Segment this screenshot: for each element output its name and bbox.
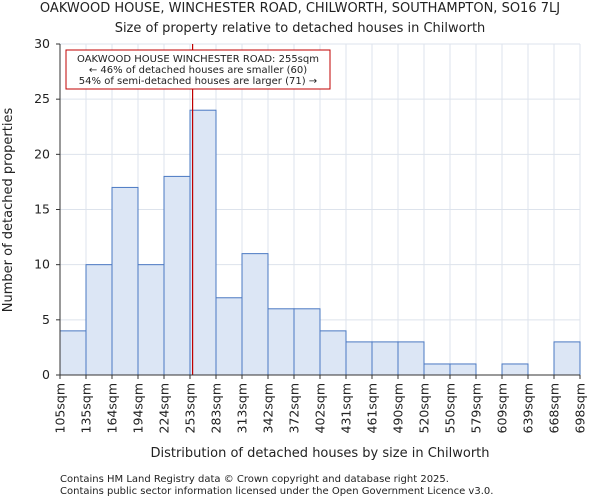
x-tick-label-253sqm: 253sqm [183, 383, 198, 433]
bar-461sqm [371, 341, 399, 376]
annotation-box: OAKWOOD HOUSE WINCHESTER ROAD: 255sqm ← … [65, 49, 331, 90]
x-tick-label-668sqm: 668sqm [547, 383, 562, 433]
bar-164sqm [111, 186, 139, 376]
bar-372sqm [293, 308, 321, 376]
bar-224sqm [163, 175, 191, 376]
x-axis-ticks: 105sqm 135sqm 164sqm 194sqm 224sqm 253sqm 283s… [53, 375, 588, 433]
x-tick-label-313sqm: 313sqm [235, 383, 250, 433]
x-axis-label: Distribution of detached houses by size … [150, 446, 489, 461]
x-tick-label-579sqm: 579sqm [469, 383, 484, 433]
bar-550sqm [449, 363, 477, 376]
bar-668sqm [553, 341, 581, 376]
x-tick-label-342sqm: 342sqm [261, 383, 276, 433]
y-tick-label-0: 0 [42, 367, 50, 382]
x-tick-label-224sqm: 224sqm [157, 383, 172, 433]
chart-title: OAKWOOD HOUSE, WINCHESTER ROAD, CHILWORT… [40, 1, 560, 16]
x-tick-label-431sqm: 431sqm [339, 383, 354, 433]
bar-253sqm [189, 109, 217, 376]
y-tick-label-15: 15 [34, 202, 50, 217]
footer-line-1: Contains HM Land Registry data © Crown c… [60, 474, 449, 485]
y-axis-ticks: 0 5 10 15 20 25 30 [34, 36, 60, 382]
y-tick-label-5: 5 [42, 312, 50, 327]
y-axis-label: Number of detached properties [1, 108, 16, 313]
bar-431sqm [345, 341, 373, 376]
annotation-line-3: 54% of semi-detached houses are larger (… [79, 76, 317, 87]
x-tick-label-609sqm: 609sqm [495, 383, 510, 433]
bar-490sqm [397, 341, 425, 376]
bar-402sqm [319, 330, 347, 376]
x-tick-label-520sqm: 520sqm [417, 383, 432, 433]
x-tick-label-490sqm: 490sqm [391, 383, 406, 433]
chart-subtitle: Size of property relative to detached ho… [115, 21, 486, 36]
x-tick-label-402sqm: 402sqm [313, 383, 328, 433]
y-tick-label-25: 25 [34, 91, 50, 106]
x-tick-label-105sqm: 105sqm [53, 383, 68, 433]
y-tick-label-30: 30 [34, 36, 50, 51]
x-tick-label-550sqm: 550sqm [443, 383, 458, 433]
bar-313sqm [241, 253, 269, 376]
x-tick-label-698sqm: 698sqm [573, 383, 588, 433]
bar-135sqm [85, 264, 113, 376]
x-tick-label-283sqm: 283sqm [209, 383, 224, 433]
x-tick-label-164sqm: 164sqm [105, 383, 120, 433]
annotation-line-2: ← 46% of detached houses are smaller (60… [89, 65, 307, 76]
bars [59, 109, 581, 376]
bar-342sqm [267, 308, 295, 376]
x-tick-label-194sqm: 194sqm [131, 383, 146, 433]
annotation-line-1: OAKWOOD HOUSE WINCHESTER ROAD: 255sqm [77, 54, 319, 65]
bar-520sqm [423, 363, 451, 376]
y-tick-label-20: 20 [34, 146, 50, 161]
bar-105sqm [59, 330, 87, 376]
x-tick-label-639sqm: 639sqm [521, 383, 536, 433]
footer-line-2: Contains public sector information licen… [60, 486, 493, 497]
y-tick-label-10: 10 [34, 257, 50, 272]
bar-283sqm [215, 297, 243, 376]
x-tick-label-135sqm: 135sqm [79, 383, 94, 433]
bar-609sqm [501, 363, 529, 376]
x-tick-label-372sqm: 372sqm [287, 383, 302, 433]
bar-194sqm [137, 264, 165, 376]
x-tick-label-461sqm: 461sqm [365, 383, 380, 433]
